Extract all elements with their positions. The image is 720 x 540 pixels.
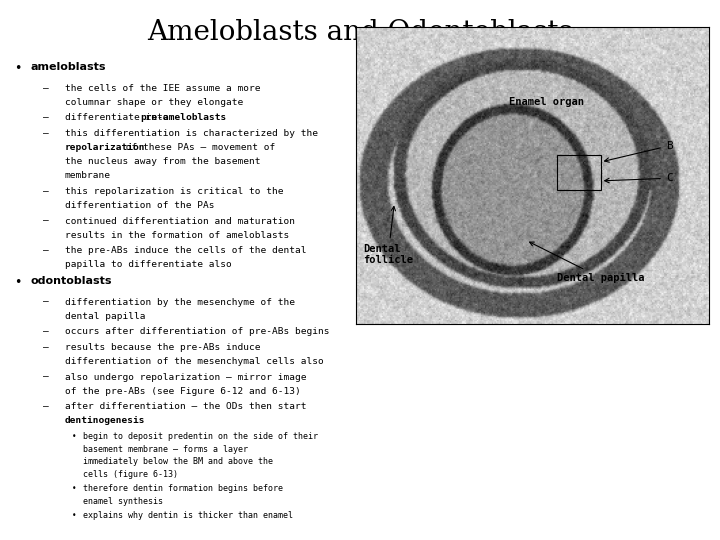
Text: ameloblasts: ameloblasts [30, 62, 106, 72]
Text: immediately below the BM and above the: immediately below the BM and above the [83, 457, 273, 466]
Text: columnar shape or they elongate: columnar shape or they elongate [65, 98, 243, 107]
Text: repolarization: repolarization [65, 143, 145, 152]
Text: –: – [43, 327, 49, 336]
Bar [557, 156, 600, 191]
Text: differentiation of the PAs: differentiation of the PAs [65, 201, 215, 210]
Text: of the pre-ABs (see Figure 6-12 and 6-13): of the pre-ABs (see Figure 6-12 and 6-13… [65, 387, 300, 396]
Text: –: – [43, 373, 49, 382]
Text: –: – [43, 217, 49, 226]
Text: continued differentiation and maturation: continued differentiation and maturation [65, 217, 294, 226]
Text: –: – [43, 246, 49, 255]
Text: the pre-ABs induce the cells of the dental: the pre-ABs induce the cells of the dent… [65, 246, 306, 255]
Text: B: B [605, 141, 672, 162]
Text: Ameloblasts and Odontoblasts: Ameloblasts and Odontoblasts [147, 19, 573, 46]
Text: membrane: membrane [65, 171, 111, 180]
Text: –: – [43, 343, 49, 352]
Text: •: • [14, 276, 22, 289]
Text: enamel synthesis: enamel synthesis [83, 497, 163, 506]
Text: differentiation of the mesenchymal cells also: differentiation of the mesenchymal cells… [65, 357, 323, 366]
Text: –: – [43, 113, 49, 123]
Text: dentinogenesis: dentinogenesis [65, 416, 145, 426]
Text: –: – [43, 84, 49, 93]
Text: of these PAs – movement of: of these PAs – movement of [120, 143, 276, 152]
Text: the nucleus away from the basement: the nucleus away from the basement [65, 157, 261, 166]
Text: therefore dentin formation begins before: therefore dentin formation begins before [83, 484, 283, 493]
Text: also undergo repolarization – mirror image: also undergo repolarization – mirror ima… [65, 373, 306, 382]
Text: •: • [72, 484, 76, 493]
Text: differentiate into: differentiate into [65, 113, 174, 123]
Text: –: – [43, 129, 49, 138]
Text: results because the pre-ABs induce: results because the pre-ABs induce [65, 343, 261, 352]
Text: •: • [72, 432, 76, 441]
Text: this repolarization is critical to the: this repolarization is critical to the [65, 187, 283, 196]
Text: cells (figure 6-13): cells (figure 6-13) [83, 470, 178, 479]
Text: –: – [43, 402, 49, 411]
Text: odontoblasts: odontoblasts [30, 276, 112, 286]
Text: basement membrane – forms a layer: basement membrane – forms a layer [83, 444, 248, 454]
Text: –: – [43, 298, 49, 307]
Text: Enamel organ: Enamel organ [509, 97, 584, 107]
Text: Dental
follicle: Dental follicle [363, 206, 413, 265]
Text: differentiation by the mesenchyme of the: differentiation by the mesenchyme of the [65, 298, 294, 307]
Text: this differentiation is characterized by the: this differentiation is characterized by… [65, 129, 318, 138]
Text: –: – [43, 187, 49, 196]
Text: after differentiation – the ODs then start: after differentiation – the ODs then sta… [65, 402, 306, 411]
Text: papilla to differentiate also: papilla to differentiate also [65, 260, 232, 269]
Text: •: • [72, 511, 76, 520]
Text: Dental papilla: Dental papilla [530, 242, 644, 283]
Text: dental papilla: dental papilla [65, 312, 145, 321]
Text: the cells of the IEE assume a more: the cells of the IEE assume a more [65, 84, 261, 93]
Text: pre-ameloblasts: pre-ameloblasts [140, 113, 226, 123]
Text: •: • [14, 62, 22, 75]
Text: C: C [605, 173, 672, 183]
Text: results in the formation of ameloblasts: results in the formation of ameloblasts [65, 231, 289, 240]
Text: occurs after differentiation of pre-ABs begins: occurs after differentiation of pre-ABs … [65, 327, 329, 336]
Text: explains why dentin is thicker than enamel: explains why dentin is thicker than enam… [83, 511, 293, 520]
Text: begin to deposit predentin on the side of their: begin to deposit predentin on the side o… [83, 432, 318, 441]
